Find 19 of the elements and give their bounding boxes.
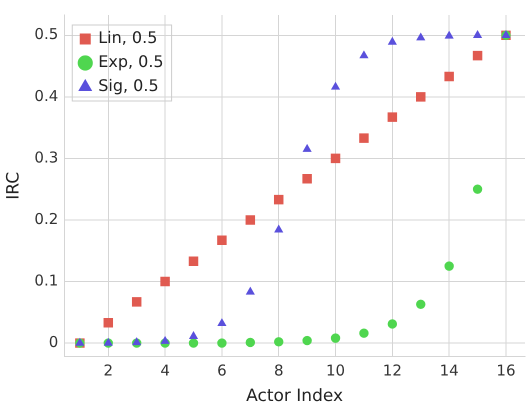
x-tick-label: 6 bbox=[217, 361, 227, 380]
x-tick-label: 2 bbox=[104, 361, 114, 380]
legend-label: Lin, 0.5 bbox=[98, 28, 158, 48]
y-tick-label: 0.1 bbox=[34, 271, 58, 290]
x-axis-title: Actor Index bbox=[246, 386, 344, 406]
x-tick-label: 14 bbox=[440, 361, 459, 380]
x-tick-label: 16 bbox=[496, 361, 516, 380]
y-tick-label: 0.3 bbox=[34, 148, 58, 166]
y-tick-label: 0.5 bbox=[34, 25, 58, 44]
legend-label: Exp, 0.5 bbox=[98, 52, 164, 72]
x-tick-label: 10 bbox=[326, 361, 346, 380]
x-tick-label: 12 bbox=[382, 361, 402, 380]
y-tick-label: 0.4 bbox=[34, 86, 58, 105]
y-tick-label: 0 bbox=[48, 332, 58, 351]
x-tick-label: 4 bbox=[160, 361, 170, 380]
y-axis-title: IRC bbox=[4, 172, 24, 200]
y-tick-label: 0.2 bbox=[34, 210, 58, 228]
legend-label: Sig, 0.5 bbox=[98, 76, 159, 96]
x-tick-label: 8 bbox=[274, 361, 284, 380]
